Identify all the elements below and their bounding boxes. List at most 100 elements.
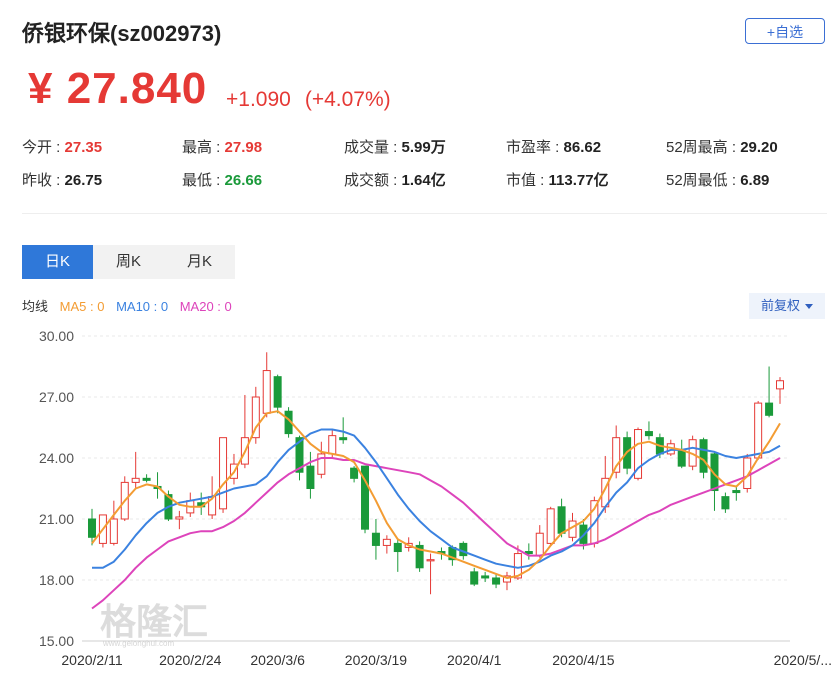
candle-body (470, 571, 479, 585)
candle-body (339, 437, 348, 441)
candle-body (732, 490, 741, 494)
candle-body (546, 508, 555, 544)
stat-item: 52周最低 : 6.89 (666, 169, 769, 190)
stat-value: 113.77亿 (548, 172, 609, 189)
stat-label: 成交额 : (344, 172, 402, 189)
kline-chart: 30.00 27.00 24.00 21.00 18.00 15.00 格隆汇www.gel… (39, 328, 832, 668)
stat-value: 1.64亿 (401, 172, 446, 189)
ma5-legend: MA5 : 0 (59, 299, 105, 314)
stat-value: 27.35 (64, 139, 103, 156)
add-watchlist-button[interactable]: +自选 (745, 18, 825, 44)
candle-body (415, 544, 424, 569)
stat-label: 最低 : (182, 172, 225, 189)
stat-label: 成交量 : (344, 139, 402, 156)
stat-value: 27.98 (224, 139, 263, 156)
price-change: +1.090 (+4.07%) (226, 88, 391, 112)
period-tabs: 日K 周K 月K (22, 245, 235, 279)
y-tick-label: 21.00 (39, 511, 74, 527)
change-percent: (+4.07%) (304, 88, 391, 111)
candle-body (88, 518, 96, 538)
tab-monthly-k[interactable]: 月K (186, 253, 212, 270)
stat-label: 昨收 : (22, 172, 65, 189)
y-tick-label: 24.00 (39, 450, 74, 466)
candle-body (513, 553, 522, 579)
candle-body (109, 518, 118, 544)
ma20-line (91, 457, 781, 610)
y-tick-label: 30.00 (39, 328, 74, 344)
x-tick-label: 2020/2/24 (159, 652, 221, 668)
stat-item: 最低 : 26.66 (182, 169, 262, 190)
ma10-line (92, 428, 781, 569)
stat-label: 今开 : (22, 139, 65, 156)
stat-item: 52周最高 : 29.20 (666, 136, 778, 157)
candle-body (350, 467, 359, 479)
ma-legend: 均线 MA5 : 0 MA10 : 0 MA20 : 0 (22, 296, 240, 315)
candle-body (634, 429, 643, 479)
candle-body (754, 402, 763, 459)
x-tick-label: 2020/4/1 (447, 652, 502, 668)
stat-label: 市值 : (506, 172, 549, 189)
watermark-url: www.gelonghui.com (102, 639, 174, 648)
tab-daily-k[interactable]: 日K (22, 245, 93, 279)
stat-item: 成交额 : 1.64亿 (344, 169, 446, 190)
stat-value: 6.89 (740, 172, 770, 189)
ma-legend-label: 均线 (22, 299, 49, 314)
stat-value: 26.75 (64, 172, 103, 189)
x-tick-label: 2020/3/6 (250, 652, 305, 668)
stat-item: 最高 : 27.98 (182, 136, 262, 157)
candle-body (306, 465, 315, 489)
stat-label: 52周最低 : (666, 172, 741, 189)
stock-title: 侨银环保(sz002973) (22, 21, 222, 46)
candle-body (492, 577, 501, 585)
stat-item: 今开 : 27.35 (22, 136, 102, 157)
stat-item: 成交量 : 5.99万 (344, 136, 446, 157)
candle-body (776, 380, 784, 390)
stat-label: 市盈率 : (506, 139, 564, 156)
stat-label: 52周最高 : (666, 139, 741, 156)
candle-body (317, 453, 326, 475)
ma20-legend: MA20 : 0 (179, 299, 232, 314)
candle-body (328, 435, 337, 455)
candle-body (535, 532, 544, 557)
candle-body (142, 477, 151, 481)
stat-label: 最高 : (182, 139, 225, 156)
stat-value: 5.99万 (401, 139, 446, 156)
candle-body (219, 437, 228, 510)
candle-body (426, 559, 435, 562)
x-tick-label: 2020/5/... (774, 652, 832, 668)
y-tick-label: 18.00 (39, 572, 74, 588)
current-price: ¥ 27.840 (28, 64, 208, 113)
stat-item: 昨收 : 26.75 (22, 169, 102, 190)
caret-down-icon (805, 304, 813, 310)
candle-body (481, 575, 490, 579)
candle-body (295, 437, 304, 473)
adjust-label: 前复权 (760, 298, 800, 313)
stat-value: 26.66 (224, 172, 263, 189)
stat-item: 市盈率 : 86.62 (506, 136, 601, 157)
candle-body (765, 402, 774, 416)
stat-item: 市值 : 113.77亿 (506, 169, 609, 190)
ma5-line (91, 410, 781, 579)
x-tick-label: 2020/3/19 (345, 652, 407, 668)
candle-body (361, 465, 370, 530)
watermark-logo: 格隆汇 (100, 602, 208, 643)
candle-body (721, 496, 730, 510)
candle-body (273, 376, 282, 408)
y-tick-label: 27.00 (39, 389, 74, 405)
candle-body (262, 370, 271, 414)
x-tick-label: 2020/4/15 (552, 652, 614, 668)
change-amount: +1.090 (226, 88, 291, 111)
stat-value: 86.62 (563, 139, 602, 156)
candle-body (382, 538, 391, 546)
candle-body (644, 431, 653, 437)
candle-body (677, 449, 686, 467)
tab-weekly-k[interactable]: 周K (115, 253, 141, 270)
adjust-dropdown[interactable]: 前复权 (749, 293, 825, 319)
candle-body (557, 506, 566, 534)
y-tick-label: 15.00 (39, 633, 74, 649)
candle-body (175, 516, 184, 520)
candle-body (131, 477, 140, 483)
ma10-legend: MA10 : 0 (116, 299, 169, 314)
candle-body (699, 439, 708, 473)
candle-body (371, 532, 380, 546)
